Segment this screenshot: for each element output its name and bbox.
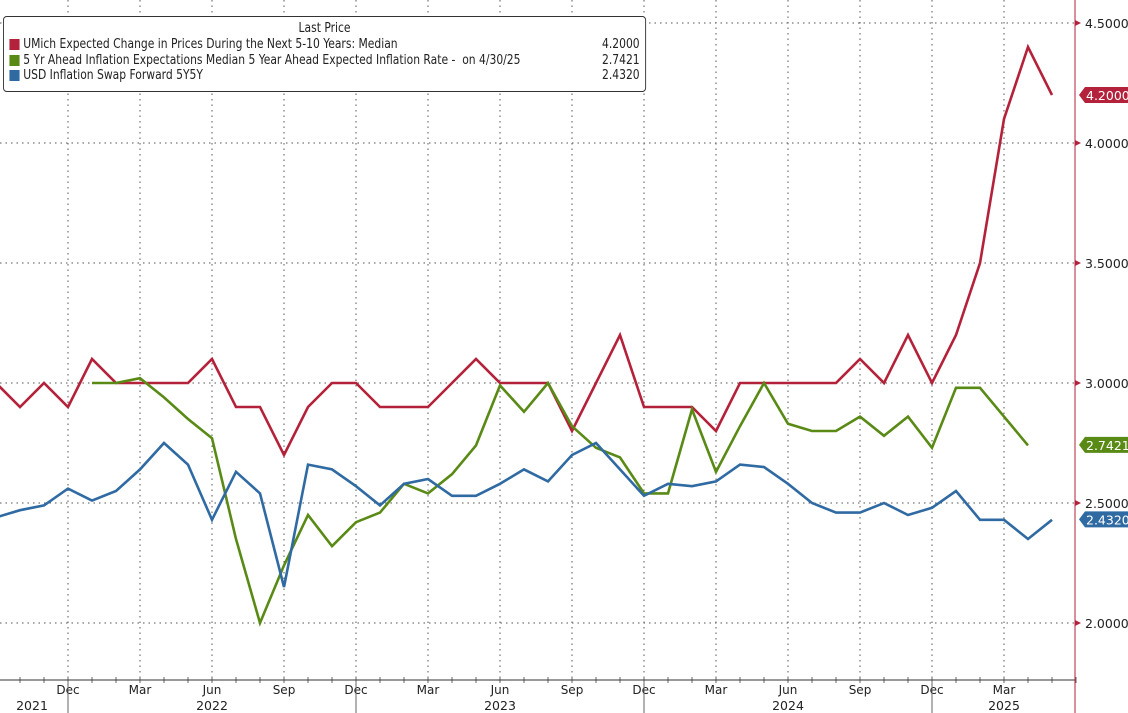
legend-value: 4.2000 — [601, 37, 640, 52]
legend-value: 2.4320 — [601, 68, 640, 83]
last-value-label: 4.2000 — [1086, 88, 1128, 103]
legend-item: UMich Expected Change in Prices During t… — [9, 37, 640, 53]
y-tick-marker — [1075, 620, 1081, 626]
series-lines — [0, 43, 1054, 627]
series-line-1 — [92, 376, 1029, 627]
last-value-tag — [1079, 511, 1128, 528]
y-tick-marker — [1075, 140, 1081, 146]
gridlines — [0, 0, 1075, 680]
x-year-label: 2025 — [988, 698, 1020, 713]
x-tick-label: Mar — [129, 683, 152, 697]
x-tick-label: Sep — [273, 683, 296, 697]
x-year-label: 2021 — [16, 698, 48, 713]
legend-label: UMich Expected Change in Prices During t… — [23, 37, 398, 52]
legend-label: USD Inflation Swap Forward 5Y5Y — [23, 68, 203, 83]
x-tick-label: Mar — [705, 683, 728, 697]
x-year-label: 2024 — [772, 698, 804, 713]
last-value-tag — [1079, 87, 1128, 103]
legend-item: 5 Yr Ahead Inflation Expectations Median… — [9, 52, 640, 69]
last-value-tags: 4.2000 2.7421 2.4320 — [1079, 87, 1128, 528]
legend: Last Price UMich Expected Change in Pric… — [3, 16, 647, 92]
y-tick-marker — [1075, 20, 1081, 26]
y-tick-label: 2.5000 — [1085, 496, 1128, 511]
x-tick-label: Mar — [417, 683, 440, 697]
legend-swatch-blue — [9, 70, 20, 82]
x-tick-label: Jun — [490, 683, 510, 697]
x-tick-label: Jun — [778, 683, 798, 697]
legend-label: 5 Yr Ahead Inflation Expectations Median… — [23, 52, 521, 68]
series-line-2 — [0, 441, 1053, 588]
y-tick-marker — [1075, 500, 1081, 506]
x-tick-label: Sep — [561, 683, 584, 697]
last-value-label: 2.4320 — [1086, 512, 1128, 527]
y-tick-label: 2.0000 — [1085, 616, 1128, 631]
last-value-tag — [1079, 436, 1128, 453]
legend-swatch-green — [9, 54, 20, 66]
x-year-label: 2022 — [196, 698, 228, 713]
y-tick-marker — [1075, 260, 1081, 266]
y-tick-label: 3.0000 — [1085, 376, 1128, 391]
x-tick-label: Mar — [993, 683, 1016, 697]
legend-value: 2.7421 — [601, 52, 640, 68]
y-tick-label: 4.5000 — [1085, 16, 1128, 31]
last-value-label: 2.7421 — [1086, 438, 1128, 453]
series-line-0 — [0, 43, 1054, 458]
legend-swatch-red — [9, 39, 20, 51]
x-tick-label: Sep — [849, 683, 872, 697]
x-year-label: 2023 — [484, 698, 516, 713]
x-tick-label: Jun — [202, 683, 222, 697]
y-tick-label: 4.0000 — [1085, 136, 1128, 151]
y-tick-label: 3.5000 — [1085, 256, 1128, 271]
y-tick-marker — [1075, 380, 1081, 386]
legend-item: USD Inflation Swap Forward 5Y5Y 2.4320 — [9, 68, 640, 84]
legend-title: Last Price — [298, 21, 351, 36]
